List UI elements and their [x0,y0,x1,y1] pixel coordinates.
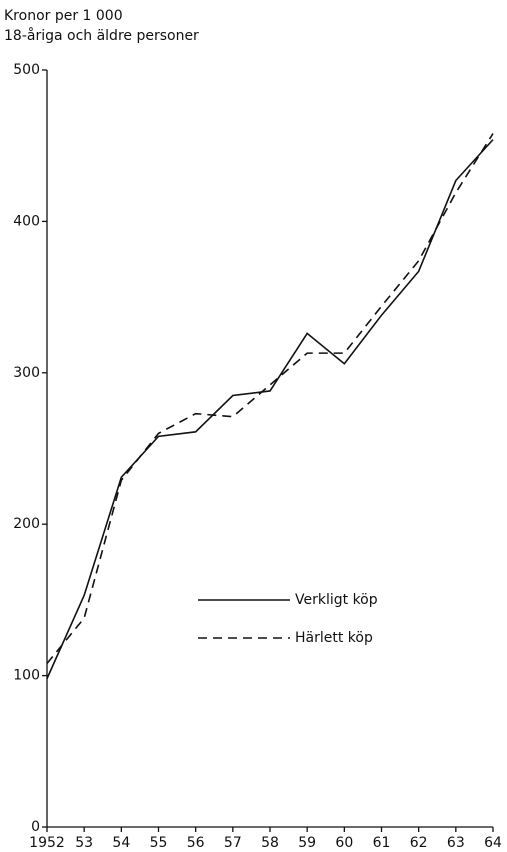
x-tick-label: 56 [187,835,205,851]
y-tick-label: 300 [13,365,40,381]
x-tick-label: 64 [484,835,502,851]
series-line [46,139,494,679]
x-tick-label: 1952 [29,835,65,851]
x-tick-label: 58 [261,835,279,851]
legend-label: Verkligt köp [295,592,378,608]
y-tick-label: 0 [31,819,40,835]
legend-label: Härlett köp [295,630,373,646]
y-tick-label: 200 [13,516,40,532]
x-tick-label: 54 [112,835,130,851]
x-tick-label: 59 [298,835,316,851]
series-line [46,133,494,664]
y-axis-label: Kronor per 1 000 [4,8,123,24]
y-tick-label: 500 [13,62,40,78]
x-tick-label: 62 [410,835,428,851]
x-tick-label: 53 [75,835,93,851]
x-tick-label: 55 [150,835,168,851]
x-tick-label: 63 [447,835,465,851]
y-tick-label: 100 [13,668,40,684]
y-axis-label: 18-åriga och äldre personer [4,27,199,44]
y-tick-label: 400 [13,213,40,229]
x-tick-label: 57 [224,835,242,851]
x-tick-label: 60 [335,835,353,851]
x-tick-label: 61 [373,835,391,851]
